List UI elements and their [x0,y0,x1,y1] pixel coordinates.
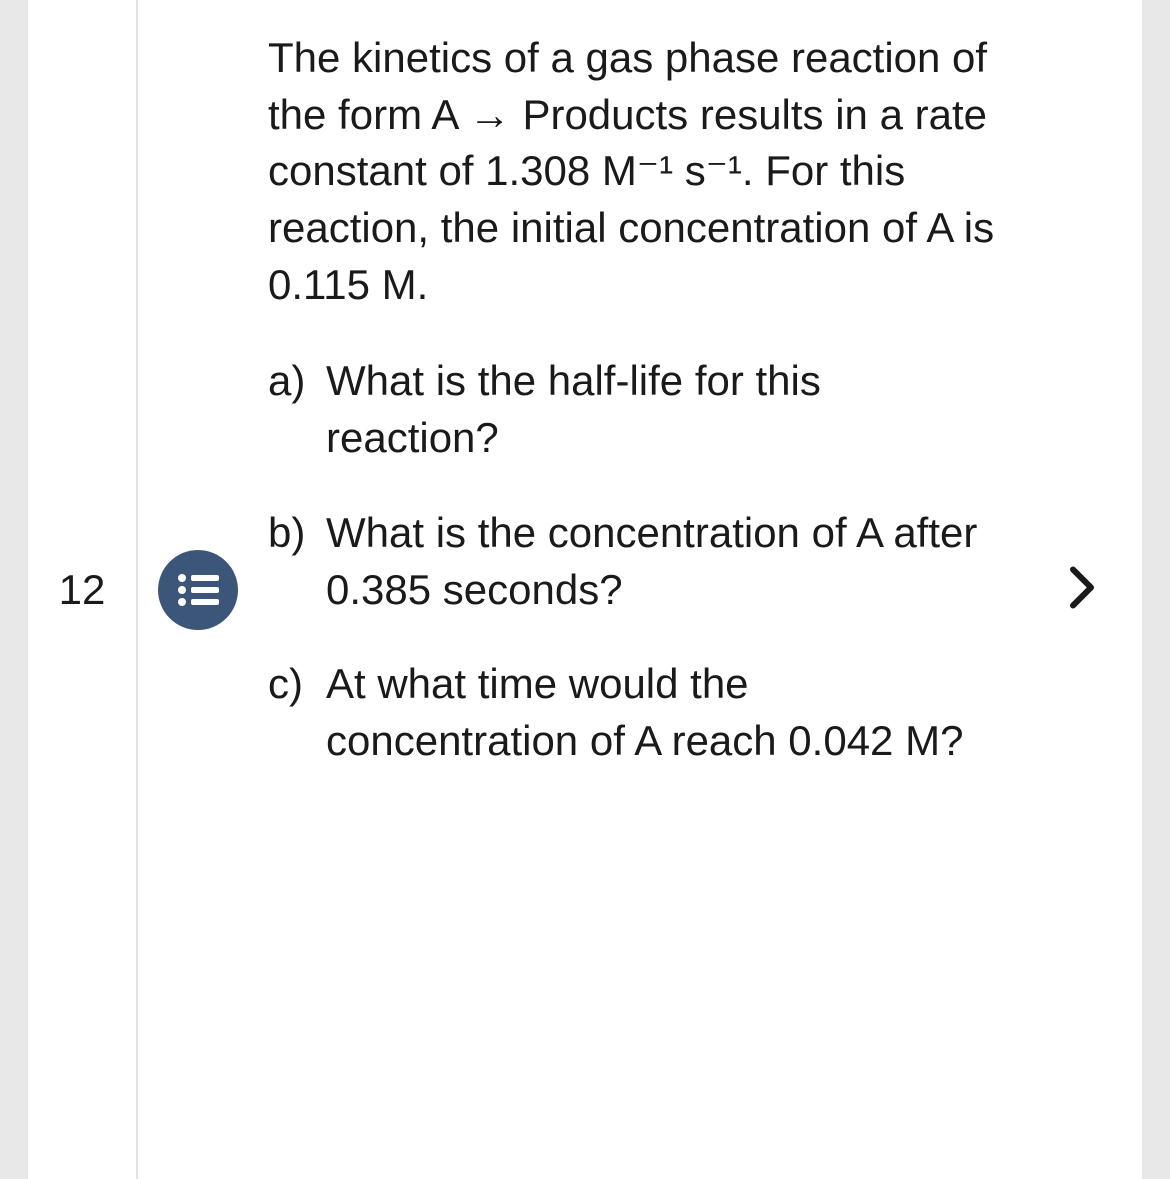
question-part-text: At what time would the concentration of … [326,660,963,764]
list-icon [177,573,219,607]
page-background: 12 The kinetics of a gas phase reaction … [0,0,1170,1179]
question-card[interactable]: 12 The kinetics of a gas phase reaction … [28,0,1142,1179]
question-part-text: What is the concentration of A after 0.3… [326,509,977,613]
question-content: The kinetics of a gas phase reaction of … [268,30,1002,1149]
question-part-text: What is the half-life for this reaction? [326,357,821,461]
question-number-column: 12 [28,0,136,1179]
question-parts-list: What is the half-life for this reaction?… [268,353,1002,807]
vertical-divider [136,0,138,1179]
question-part: At what time would the concentration of … [268,656,1002,769]
question-part: What is the half-life for this reaction? [268,353,1002,466]
question-part: What is the concentration of A after 0.3… [268,505,1002,618]
question-intro: The kinetics of a gas phase reaction of … [268,30,1002,313]
chevron-right-icon[interactable] [1069,565,1097,614]
list-icon-badge [158,550,238,630]
question-number: 12 [59,566,106,614]
